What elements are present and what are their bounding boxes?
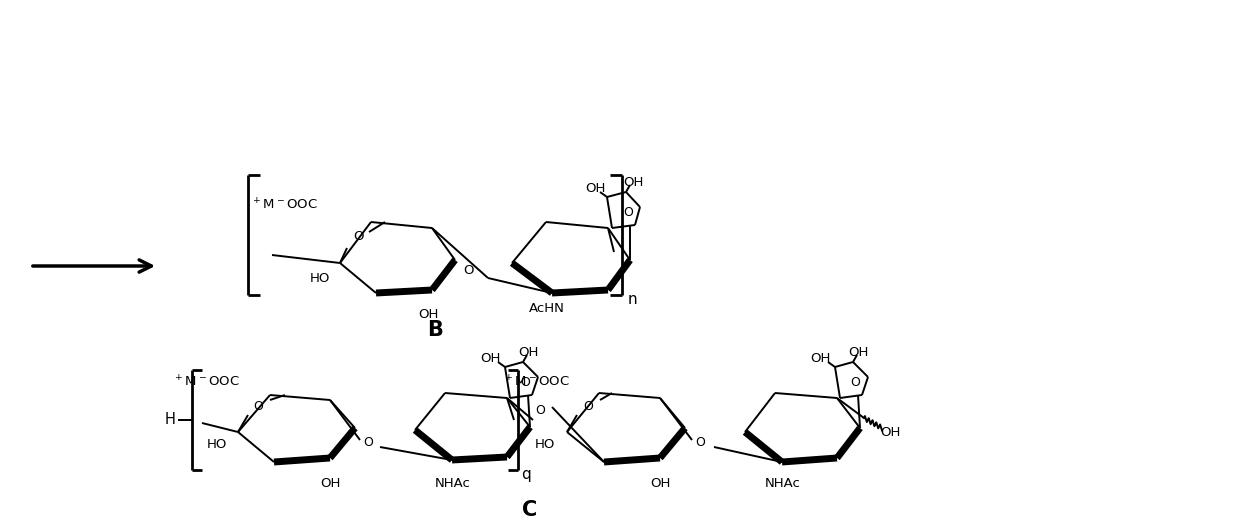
Text: $^+$M$^-$OOC: $^+$M$^-$OOC <box>252 198 317 212</box>
Text: NHAc: NHAc <box>765 477 801 490</box>
Text: O: O <box>253 400 263 414</box>
Text: OH: OH <box>320 477 340 490</box>
Text: O: O <box>352 229 363 243</box>
Text: OH: OH <box>418 308 438 321</box>
Text: O: O <box>851 375 859 389</box>
Text: OH: OH <box>848 347 868 359</box>
Text: C: C <box>522 500 538 520</box>
Text: B: B <box>427 320 443 340</box>
Text: n: n <box>627 293 637 307</box>
Text: OH: OH <box>518 347 538 359</box>
Text: HO: HO <box>310 271 330 285</box>
Text: O: O <box>622 205 632 218</box>
Text: AcHN: AcHN <box>529 302 565 314</box>
Text: OH: OH <box>480 352 500 364</box>
Text: OH: OH <box>585 182 605 194</box>
Text: $^+$M$^-$OOC: $^+$M$^-$OOC <box>174 374 241 390</box>
Text: O: O <box>463 263 474 277</box>
Text: O: O <box>583 400 593 414</box>
Text: OH: OH <box>810 352 831 364</box>
Text: O: O <box>536 404 544 416</box>
Text: OH: OH <box>880 425 900 439</box>
Text: $^+$M$^-$OOC: $^+$M$^-$OOC <box>503 374 570 390</box>
Text: H: H <box>165 413 175 427</box>
Text: OH: OH <box>622 176 644 190</box>
Text: HO: HO <box>207 439 227 451</box>
Text: OH: OH <box>650 477 670 490</box>
Text: O: O <box>696 436 704 450</box>
Text: NHAc: NHAc <box>435 477 471 490</box>
Text: q: q <box>521 467 531 483</box>
Text: O: O <box>363 436 373 450</box>
Text: HO: HO <box>534 439 556 451</box>
Text: O: O <box>520 375 529 389</box>
